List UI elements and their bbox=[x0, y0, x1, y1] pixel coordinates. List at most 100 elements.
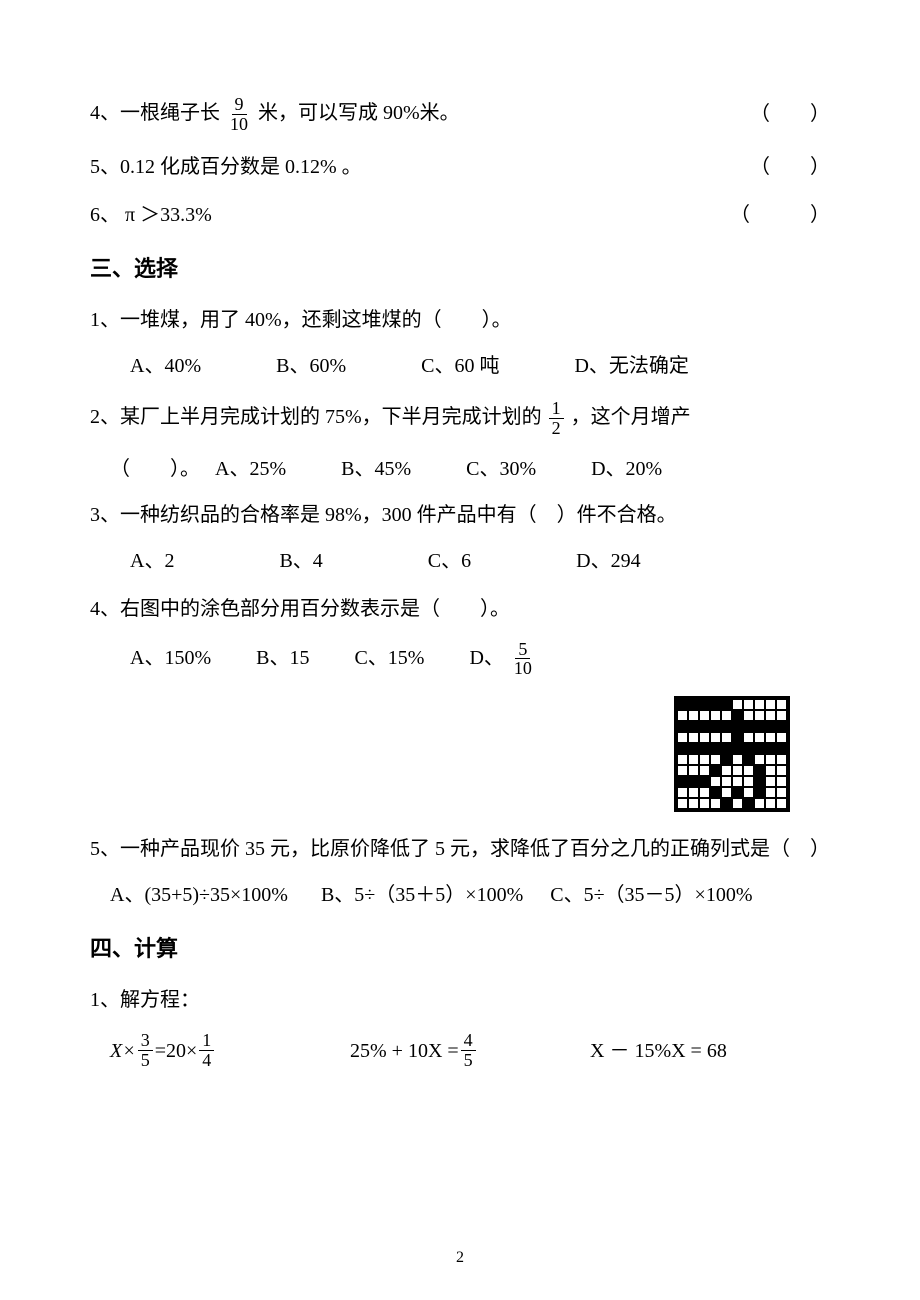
s3-q3: 3、一种纺织品的合格率是 98%，300 件产品中有（ ）件不合格。 bbox=[90, 500, 830, 530]
grid-cell bbox=[710, 798, 721, 809]
grid-cell bbox=[677, 787, 688, 798]
eq1-mid: =20× bbox=[155, 1036, 198, 1066]
grid-cell bbox=[688, 765, 699, 776]
grid-cell bbox=[710, 765, 721, 776]
grid-cell bbox=[776, 710, 787, 721]
grid-cell bbox=[677, 721, 688, 732]
option-a[interactable]: A、2 bbox=[130, 546, 174, 576]
fraction-4-5: 4 5 bbox=[461, 1031, 476, 1070]
grid-cell bbox=[699, 721, 710, 732]
option-b[interactable]: B、60% bbox=[276, 351, 346, 381]
grid-cell bbox=[754, 732, 765, 743]
grid-cell bbox=[677, 765, 688, 776]
equation-2: 25% + 10X = 4 5 bbox=[350, 1031, 590, 1070]
fraction-9-10: 9 10 bbox=[227, 95, 251, 134]
grid-cell bbox=[765, 765, 776, 776]
grid-cell bbox=[754, 798, 765, 809]
s3-q2-line2: （ ）。 A、25% B、45% C、30% D、20% bbox=[110, 454, 830, 484]
option-b[interactable]: B、45% bbox=[341, 454, 411, 484]
option-c[interactable]: C、5÷（35－5）×100% bbox=[550, 884, 752, 906]
option-c[interactable]: C、15% bbox=[354, 643, 424, 673]
grid-cell bbox=[743, 754, 754, 765]
s2-q6: 6、 π ＞33.3% （ ） bbox=[90, 200, 830, 230]
option-c[interactable]: C、6 bbox=[428, 546, 471, 576]
grid-cell bbox=[765, 743, 776, 754]
grid-cell bbox=[776, 721, 787, 732]
grid-cell bbox=[688, 721, 699, 732]
grid-cell bbox=[721, 721, 732, 732]
grid-cell bbox=[754, 787, 765, 798]
grid-cell bbox=[732, 798, 743, 809]
answer-paren[interactable]: （ ） bbox=[750, 99, 830, 129]
grid-cell bbox=[743, 743, 754, 754]
grid-cell bbox=[776, 776, 787, 787]
option-a[interactable]: A、150% bbox=[130, 643, 211, 673]
grid-cell bbox=[677, 743, 688, 754]
frac-den: 4 bbox=[199, 1051, 214, 1070]
grid-cell bbox=[765, 699, 776, 710]
s3-q1-options: A、40% B、60% C、60 吨 D、无法确定 bbox=[130, 351, 830, 381]
grid-cell bbox=[743, 787, 754, 798]
option-b[interactable]: B、5÷（35＋5）×100% bbox=[321, 884, 523, 906]
option-d-prefix: D、 bbox=[469, 647, 503, 669]
frac-num: 9 bbox=[232, 95, 247, 115]
grid-cell bbox=[710, 776, 721, 787]
grid-cell bbox=[710, 787, 721, 798]
grid-cell bbox=[721, 787, 732, 798]
option-d[interactable]: D、无法确定 bbox=[574, 351, 688, 381]
s3-q5: 5、一种产品现价 35 元，比原价降低了 5 元，求降低了百分之几的正确列式是（… bbox=[90, 834, 830, 864]
option-b[interactable]: B、4 bbox=[279, 546, 322, 576]
grid-cell bbox=[710, 732, 721, 743]
grid-cell bbox=[743, 721, 754, 732]
grid-cell bbox=[710, 721, 721, 732]
s3-q5-options: A、(35+5)÷35×100% B、5÷（35＋5）×100% C、5÷（35… bbox=[110, 880, 830, 910]
s3-q2-paren[interactable]: （ ）。 bbox=[110, 458, 200, 480]
grid-cell bbox=[765, 710, 776, 721]
grid-cell bbox=[776, 765, 787, 776]
grid-cell bbox=[776, 743, 787, 754]
grid-cell bbox=[743, 798, 754, 809]
grid-cell bbox=[743, 710, 754, 721]
grid-cell bbox=[765, 776, 776, 787]
grid-cell bbox=[688, 776, 699, 787]
equations-row: X× 3 5 =20× 1 4 25% + 10X = 4 5 X － 15%X… bbox=[110, 1031, 830, 1070]
frac-den: 10 bbox=[227, 115, 251, 134]
option-d[interactable]: D、294 bbox=[576, 546, 640, 576]
fraction-1-4: 1 4 bbox=[199, 1031, 214, 1070]
s2-q4-suffix: 米，可以写成 90%米。 bbox=[258, 102, 460, 124]
option-d[interactable]: D、20% bbox=[591, 454, 662, 484]
option-c[interactable]: C、30% bbox=[466, 454, 536, 484]
option-c[interactable]: C、60 吨 bbox=[421, 351, 499, 381]
grid-cell bbox=[743, 776, 754, 787]
grid-cell bbox=[776, 798, 787, 809]
s3-q2: 2、某厂上半月完成计划的 75%，下半月完成计划的 1 2 ，这个月增产 bbox=[90, 399, 830, 438]
option-d[interactable]: D、 5 10 bbox=[469, 640, 536, 679]
s2-q5: 5、0.12 化成百分数是 0.12% 。 （ ） bbox=[90, 152, 830, 182]
answer-paren[interactable]: （ ） bbox=[750, 152, 830, 182]
grid-cell bbox=[754, 710, 765, 721]
grid-cell bbox=[677, 710, 688, 721]
grid-cell bbox=[688, 754, 699, 765]
grid-cell bbox=[688, 732, 699, 743]
answer-paren[interactable]: （ ） bbox=[730, 200, 830, 230]
page-number: 2 bbox=[0, 1246, 920, 1270]
grid-cell bbox=[754, 754, 765, 765]
grid-cell bbox=[754, 776, 765, 787]
s3-q2-prefix: 2、某厂上半月完成计划的 75%，下半月完成计划的 bbox=[90, 406, 547, 428]
grid-cell bbox=[699, 787, 710, 798]
option-b[interactable]: B、15 bbox=[256, 643, 309, 673]
grid-cell bbox=[688, 699, 699, 710]
option-a[interactable]: A、40% bbox=[130, 351, 201, 381]
option-a[interactable]: A、25% bbox=[215, 454, 286, 484]
grid-cell bbox=[710, 754, 721, 765]
grid-cell bbox=[710, 710, 721, 721]
option-a[interactable]: A、(35+5)÷35×100% bbox=[110, 884, 288, 906]
grid-cell bbox=[721, 699, 732, 710]
grid-cell bbox=[732, 776, 743, 787]
frac-num: 4 bbox=[461, 1031, 476, 1051]
s2-q4-text: 4、一根绳子长 9 10 米，可以写成 90%米。 bbox=[90, 95, 750, 134]
s3-q1: 1、一堆煤，用了 40%，还剩这堆煤的（ ）。 bbox=[90, 305, 830, 335]
grid-cell bbox=[776, 699, 787, 710]
equation-1: X× 3 5 =20× 1 4 bbox=[110, 1031, 350, 1070]
s3-q4-options: A、150% B、15 C、15% D、 5 10 bbox=[130, 640, 830, 679]
